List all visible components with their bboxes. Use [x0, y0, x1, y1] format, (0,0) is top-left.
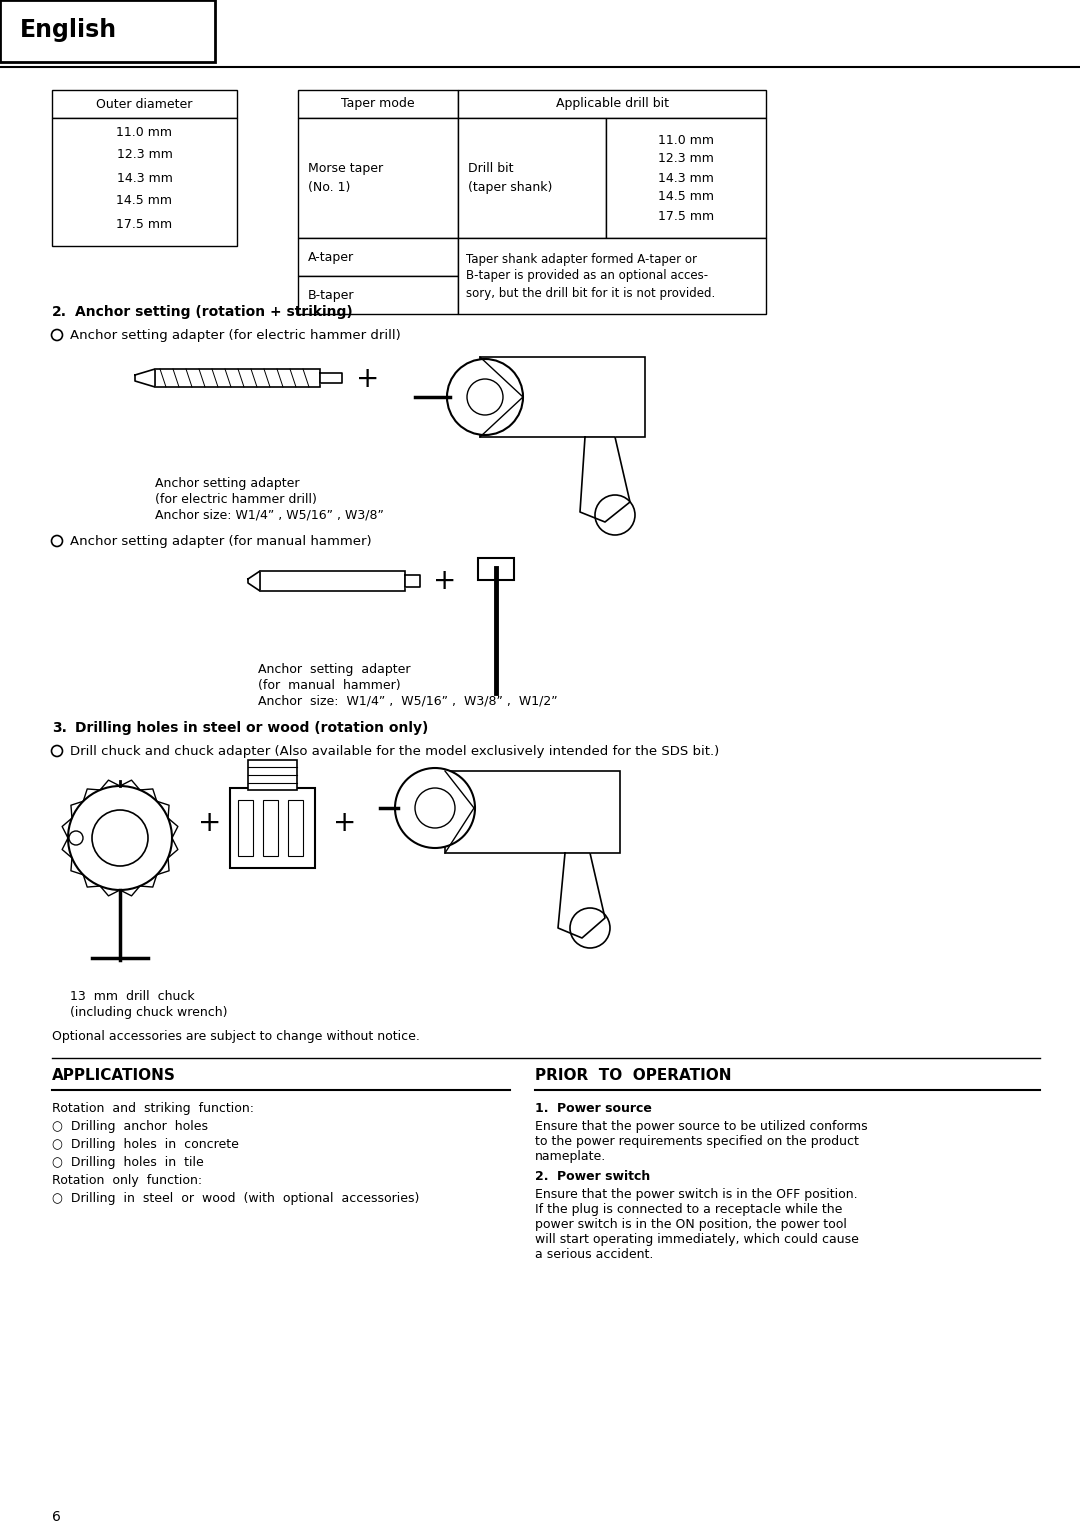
Text: a serious accident.: a serious accident. — [535, 1248, 653, 1262]
Bar — [264, 800, 278, 855]
Text: +: + — [334, 809, 356, 837]
Polygon shape — [580, 437, 630, 523]
Polygon shape — [558, 852, 605, 938]
Text: 11.0 mm: 11.0 mm — [117, 126, 173, 138]
Text: Drill chuck and chuck adapter (Also available for the model exclusively intended: Drill chuck and chuck adapter (Also avai… — [70, 745, 719, 757]
Text: ○  Drilling  holes  in  tile: ○ Drilling holes in tile — [52, 1156, 204, 1170]
Text: Applicable drill bit: Applicable drill bit — [555, 98, 669, 110]
Text: 2.: 2. — [52, 305, 67, 319]
Text: power switch is in the ON position, the power tool: power switch is in the ON position, the … — [535, 1219, 847, 1231]
Circle shape — [570, 908, 610, 947]
Text: 12.3 mm: 12.3 mm — [117, 149, 173, 161]
Text: Anchor setting adapter: Anchor setting adapter — [156, 477, 299, 491]
Text: 11.0 mm
12.3 mm
14.3 mm
14.5 mm
17.5 mm: 11.0 mm 12.3 mm 14.3 mm 14.5 mm 17.5 mm — [658, 133, 714, 222]
Polygon shape — [405, 575, 420, 587]
Text: 2.: 2. — [535, 1170, 557, 1183]
Text: 14.3 mm: 14.3 mm — [117, 172, 173, 184]
Bar — [260, 570, 405, 592]
Text: +: + — [356, 365, 380, 392]
Bar — [0, 0, 215, 61]
Text: 17.5 mm: 17.5 mm — [117, 218, 173, 230]
Text: +: + — [199, 809, 221, 837]
Circle shape — [415, 788, 455, 828]
Bar — [478, 558, 514, 579]
Text: (for  manual  hammer): (for manual hammer) — [258, 679, 401, 691]
Text: nameplate.: nameplate. — [535, 1150, 606, 1164]
Text: Rotation  and  striking  function:: Rotation and striking function: — [52, 1102, 254, 1114]
Polygon shape — [248, 570, 260, 592]
Bar — [238, 800, 253, 855]
Text: Taper shank adapter formed A-taper or
B-taper is provided as an optional acces-
: Taper shank adapter formed A-taper or B-… — [465, 253, 715, 299]
Bar — [445, 771, 620, 852]
Text: +: + — [433, 567, 457, 595]
Text: Taper mode: Taper mode — [341, 98, 415, 110]
Text: Anchor setting adapter (for electric hammer drill): Anchor setting adapter (for electric ham… — [70, 330, 401, 342]
Text: PRIOR  TO  OPERATION: PRIOR TO OPERATION — [535, 1069, 731, 1082]
Text: English: English — [21, 18, 117, 41]
Text: ○  Drilling  in  steel  or  wood  (with  optional  accessories): ○ Drilling in steel or wood (with option… — [52, 1193, 419, 1205]
Text: Anchor size: W1/4” , W5/16” , W3/8”: Anchor size: W1/4” , W5/16” , W3/8” — [156, 509, 383, 523]
Bar — [248, 760, 297, 789]
Text: 1.: 1. — [535, 1102, 557, 1114]
Text: 14.5 mm: 14.5 mm — [117, 195, 173, 207]
Bar — [458, 90, 766, 118]
Bar — [156, 369, 320, 386]
Circle shape — [447, 359, 523, 435]
Text: Anchor setting adapter (for manual hammer): Anchor setting adapter (for manual hamme… — [70, 535, 372, 547]
Text: Outer diameter: Outer diameter — [96, 98, 192, 110]
Text: Drill bit
(taper shank): Drill bit (taper shank) — [468, 162, 552, 195]
Text: 6: 6 — [52, 1510, 60, 1524]
Bar — [52, 118, 237, 245]
Text: B-taper: B-taper — [308, 288, 354, 302]
Text: Ensure that the power switch is in the OFF position.: Ensure that the power switch is in the O… — [535, 1188, 858, 1200]
Bar — [606, 118, 766, 238]
Circle shape — [395, 768, 475, 848]
Bar — [458, 118, 606, 238]
Text: Power source: Power source — [557, 1102, 652, 1114]
Text: If the plug is connected to a receptacle while the: If the plug is connected to a receptacle… — [535, 1203, 842, 1216]
Text: Power switch: Power switch — [557, 1170, 650, 1183]
Text: Rotation  only  function:: Rotation only function: — [52, 1174, 202, 1187]
Text: A-taper: A-taper — [308, 250, 354, 264]
Text: 13  mm  drill  chuck: 13 mm drill chuck — [70, 990, 194, 1003]
Text: ○  Drilling  holes  in  concrete: ○ Drilling holes in concrete — [52, 1137, 239, 1151]
Text: Morse taper
(No. 1): Morse taper (No. 1) — [308, 162, 383, 195]
Polygon shape — [135, 369, 156, 386]
Bar — [298, 118, 458, 238]
Text: to the power requirements specified on the product: to the power requirements specified on t… — [535, 1134, 859, 1148]
Text: will start operating immediately, which could cause: will start operating immediately, which … — [535, 1233, 859, 1246]
Circle shape — [467, 379, 503, 415]
Circle shape — [92, 809, 148, 866]
Bar — [230, 788, 315, 868]
Bar — [298, 276, 458, 314]
Bar — [458, 238, 766, 314]
Text: Drilling holes in steel or wood (rotation only): Drilling holes in steel or wood (rotatio… — [75, 721, 429, 734]
Circle shape — [595, 495, 635, 535]
Text: Optional accessories are subject to change without notice.: Optional accessories are subject to chan… — [52, 1030, 420, 1042]
Text: (for electric hammer drill): (for electric hammer drill) — [156, 494, 316, 506]
Text: ○  Drilling  anchor  holes: ○ Drilling anchor holes — [52, 1121, 208, 1133]
Text: Ensure that the power source to be utilized conforms: Ensure that the power source to be utili… — [535, 1121, 867, 1133]
Text: APPLICATIONS: APPLICATIONS — [52, 1069, 176, 1082]
Text: 3.: 3. — [52, 721, 67, 734]
Bar — [480, 357, 645, 437]
Polygon shape — [320, 373, 342, 383]
Text: Anchor setting (rotation + striking): Anchor setting (rotation + striking) — [75, 305, 353, 319]
Text: Anchor  setting  adapter: Anchor setting adapter — [258, 662, 410, 676]
Text: Anchor  size:  W1/4” ,  W5/16” ,  W3/8” ,  W1/2”: Anchor size: W1/4” , W5/16” , W3/8” , W1… — [258, 694, 557, 708]
Circle shape — [68, 786, 172, 891]
Bar — [288, 800, 303, 855]
Bar — [52, 90, 237, 118]
Text: (including chuck wrench): (including chuck wrench) — [70, 1006, 228, 1019]
Bar — [298, 90, 458, 118]
Circle shape — [69, 831, 83, 845]
Bar — [298, 238, 458, 276]
